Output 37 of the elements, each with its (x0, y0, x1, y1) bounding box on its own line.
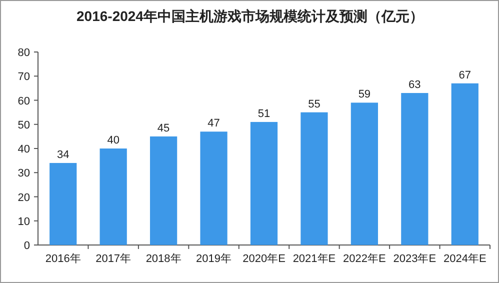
x-tick-label: 2020年E (242, 253, 286, 265)
bar (300, 112, 328, 245)
y-tick-label: 60 (18, 95, 30, 108)
data-label: 59 (358, 88, 371, 101)
x-tick-label: 2018年 (146, 253, 182, 265)
y-tick-label: 40 (18, 144, 30, 156)
x-tick-label: 2019年 (196, 253, 232, 265)
y-tick-label: 20 (18, 192, 30, 204)
bar (50, 162, 77, 245)
x-tick-label: 2017年 (96, 253, 132, 265)
chart-title: 2016-2024年中国主机游戏市场规模统计及预测（亿元） (76, 8, 424, 24)
data-label: 51 (258, 108, 270, 120)
x-tick-label: 2024年E (443, 253, 486, 265)
y-tick-label: 70 (18, 71, 30, 84)
data-label: 34 (56, 148, 70, 161)
y-tick-label: 0 (24, 240, 30, 252)
data-label: 63 (408, 79, 421, 92)
y-tick-label: 30 (18, 168, 30, 180)
x-tick-label: 2023年E (393, 253, 436, 265)
data-label: 47 (208, 118, 220, 130)
y-tick-label: 80 (18, 47, 30, 59)
x-tick-label: 2022年E (343, 253, 386, 265)
bar (100, 148, 127, 245)
data-label: 40 (107, 134, 120, 146)
x-tick-label: 2021年E (292, 253, 336, 265)
bar (250, 122, 278, 245)
y-tick-label: 10 (18, 216, 30, 228)
bar (451, 83, 478, 245)
x-tick-label: 2016年 (45, 253, 81, 265)
bar (150, 136, 178, 245)
bar (401, 93, 428, 245)
bar (200, 132, 228, 245)
y-tick-label: 50 (18, 119, 30, 132)
data-label: 67 (458, 69, 472, 82)
data-label: 55 (308, 98, 320, 110)
bar (350, 102, 378, 245)
data-label: 45 (157, 122, 170, 134)
